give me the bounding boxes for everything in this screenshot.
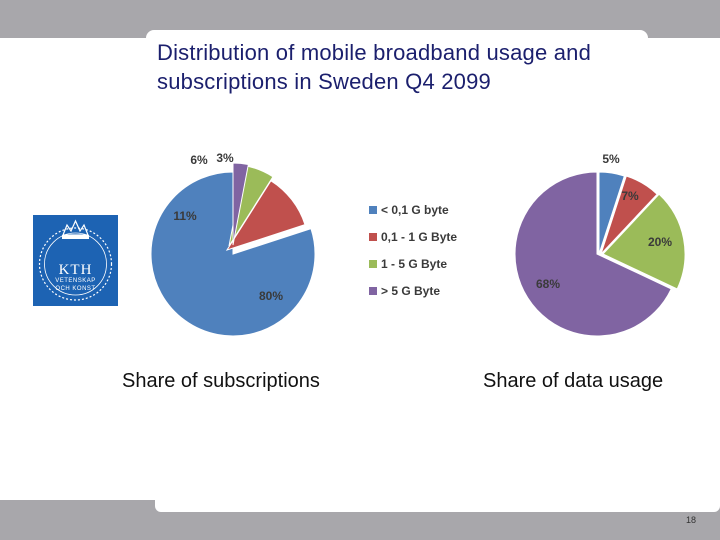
- pie2-data-label-5-g-byte: 68%: [536, 277, 560, 291]
- page-number: 18: [686, 515, 697, 525]
- subscriptions-chart-caption: Share of subscriptions: [122, 370, 320, 392]
- title-card: [146, 30, 648, 112]
- pie1-slice-0-1-g-byte: [150, 171, 316, 337]
- legend-label-0-1-1-g-byte: 0,1 - 1 G Byte: [381, 230, 457, 244]
- logo-subtext-2: OCH KONST: [55, 286, 96, 292]
- usage-chart-caption: Share of data usage: [483, 370, 664, 392]
- pie1-data-label-1-5-g-byte: 6%: [190, 153, 208, 167]
- pie2-slice-0-1-1-g-byte: [600, 175, 658, 255]
- legend-label-5-g-byte: > 5 G Byte: [381, 284, 440, 298]
- pie2-slice-5-g-byte: [514, 171, 672, 337]
- legend-label-1-5-g-byte: 1 - 5 G Byte: [381, 257, 447, 271]
- logo-subtext-1: VETENSKAP: [55, 278, 96, 284]
- legend-swatch-0-1-g-byte: [369, 206, 377, 214]
- pie1-slice-5-g-byte: [232, 162, 249, 246]
- legend-swatch-0-1-1-g-byte: [369, 233, 377, 241]
- pie2-data-label-1-5-g-byte: 20%: [648, 235, 672, 249]
- slide-title: Distribution of mobile broadband usage a…: [157, 40, 592, 94]
- legend-swatch-5-g-byte: [369, 287, 377, 295]
- pie2-data-label-0-1-g-byte: 5%: [602, 152, 620, 166]
- legend-swatch-1-5-g-byte: [369, 260, 377, 268]
- pie1-data-label-0-1-1-g-byte: 11%: [173, 209, 197, 223]
- pie2-slice-0-1-g-byte: [598, 171, 625, 255]
- legend-label-0-1-g-byte: < 0,1 G byte: [381, 203, 449, 217]
- pie1-data-label-0-1-g-byte: 80%: [259, 289, 283, 303]
- pie1-data-label-5-g-byte: 3%: [216, 151, 234, 165]
- kth-emblem-icon: [38, 219, 113, 301]
- slide-footer: [155, 490, 720, 512]
- logo-text: KTH: [58, 262, 93, 278]
- kth-logo: KTH VETENSKAP OCH KONST: [33, 215, 118, 306]
- pie1-slice-0-1-1-g-byte: [225, 180, 306, 251]
- pie2-slice-1-5-g-byte: [602, 193, 686, 290]
- pie2-data-label-0-1-1-g-byte: 7%: [621, 189, 639, 203]
